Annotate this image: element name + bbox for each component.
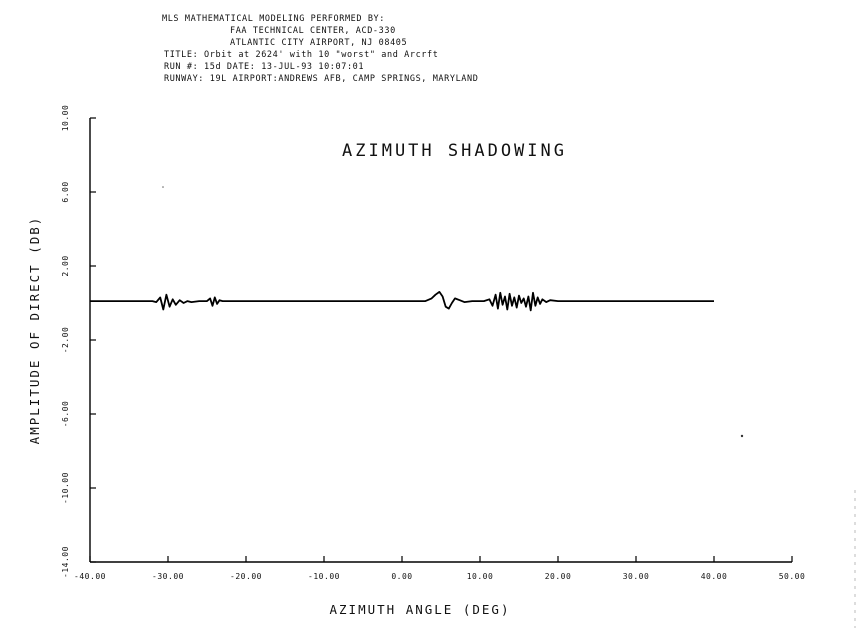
header-block: MLS MATHEMATICAL MODELING PERFORMED BY: … <box>162 14 478 84</box>
series-line-0 <box>90 290 714 312</box>
x-ticks: -40.00 -30.00 -20.00 -10.00 0.00 10.00 20.00 30… <box>74 556 805 581</box>
y-tick-label: -2.00 <box>61 327 70 354</box>
y-tick-label: -14.00 <box>61 546 70 578</box>
x-tick-label: 30.00 <box>623 572 650 581</box>
x-tick-label: 50.00 <box>779 572 806 581</box>
x-tick-label: 20.00 <box>545 572 572 581</box>
y-tick-label: 2.00 <box>61 255 70 276</box>
header-line-6: RUNWAY: 19L AIRPORT:ANDREWS AFB, CAMP SP… <box>164 74 478 84</box>
y-tick-label: 10.00 <box>61 105 70 132</box>
scan-speck <box>162 186 164 188</box>
x-tick-label: -40.00 <box>74 572 106 581</box>
x-tick-label: -30.00 <box>152 572 184 581</box>
y-ticks: -14.00 -10.00 -6.00 -2.00 2.00 6.00 10.00 <box>61 105 96 578</box>
chart-title: AZIMUTH SHADOWING <box>342 141 567 161</box>
header-line-4: TITLE: Orbit at 2624' with 10 "worst" an… <box>164 50 438 60</box>
header-line-2: FAA TECHNICAL CENTER, ACD-330 <box>230 26 396 36</box>
header-line-3: ATLANTIC CITY AIRPORT, NJ 08405 <box>230 38 407 48</box>
scan-speck <box>740 434 744 438</box>
x-tick-label: -20.00 <box>230 572 262 581</box>
header-line-5: RUN #: 15d DATE: 13-JUL-93 10:07:01 <box>164 62 364 72</box>
x-axis-label: AZIMUTH ANGLE (DEG) <box>330 602 511 617</box>
y-tick-label: -6.00 <box>61 401 70 428</box>
x-tick-label: -10.00 <box>308 572 340 581</box>
y-tick-label: 6.00 <box>61 181 70 202</box>
x-tick-label: 0.00 <box>391 572 412 581</box>
y-axis-label: AMPLITUDE OF DIRECT (DB) <box>27 216 42 445</box>
y-tick-label: -10.00 <box>61 472 70 504</box>
series-layer <box>90 290 714 312</box>
x-tick-label: 10.00 <box>467 572 494 581</box>
header-line-1: MLS MATHEMATICAL MODELING PERFORMED BY: <box>162 14 385 24</box>
x-tick-label: 40.00 <box>701 572 728 581</box>
